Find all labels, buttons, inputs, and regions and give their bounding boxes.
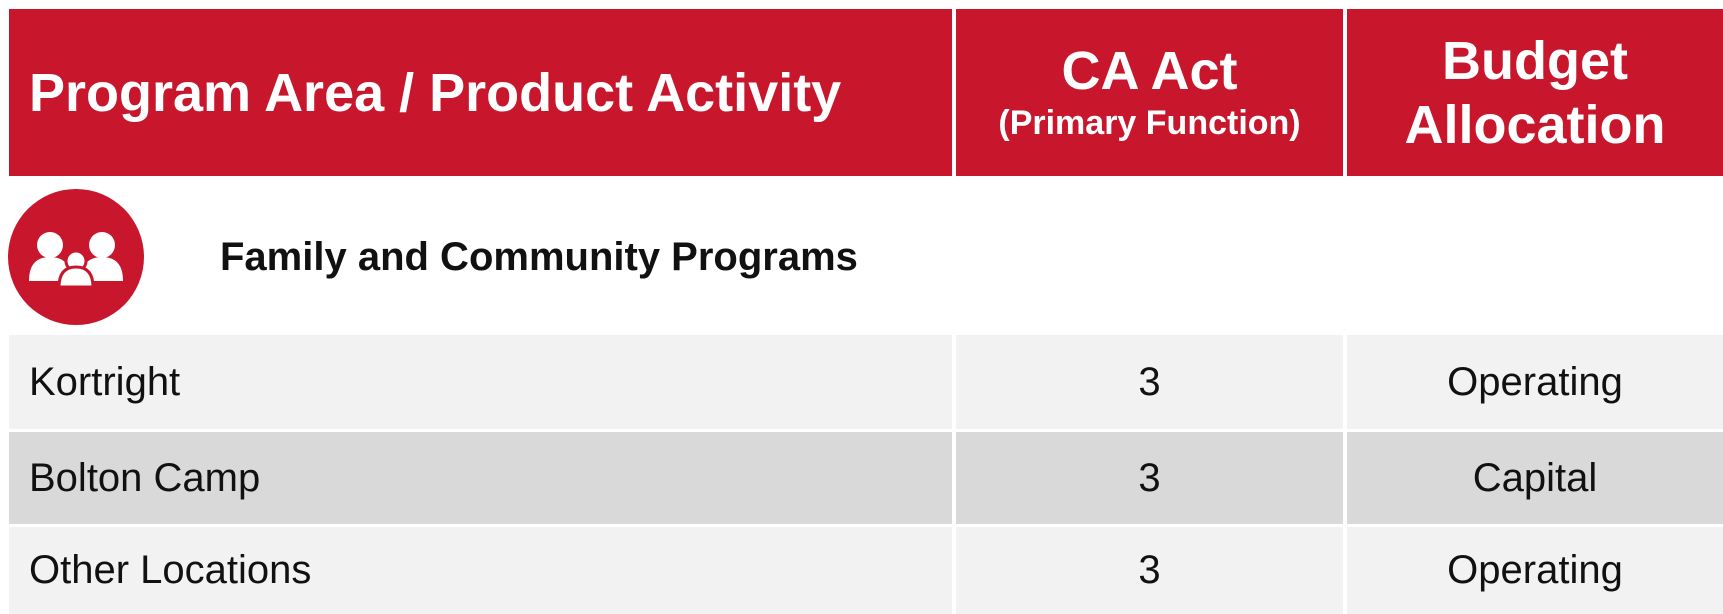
header-text: Budget Allocation — [1404, 30, 1666, 155]
table-cell: 3 — [956, 527, 1343, 614]
cell-text: Operating — [1447, 548, 1623, 592]
cell-text: 3 — [1138, 455, 1161, 500]
section-icon — [8, 189, 144, 325]
table-cell: Operating — [1347, 335, 1723, 429]
table-cell: Other Locations — [9, 527, 952, 614]
table-cell: Operating — [1347, 527, 1723, 614]
section-text: Family and Community Programs — [220, 235, 858, 279]
table-cell: Kortright — [9, 335, 952, 429]
table-cell: Bolton Camp — [9, 432, 952, 524]
cell-text: Capital — [1472, 455, 1598, 500]
header-text: CA Act — [1061, 40, 1238, 101]
header-cell: Budget Allocation — [1347, 9, 1723, 176]
section-title: Family and Community Programs — [220, 210, 858, 305]
cell-text: Operating — [1447, 359, 1623, 404]
header-subtext: (Primary Function) — [998, 103, 1301, 142]
cell-text: 3 — [1138, 359, 1161, 404]
header-cell: Program Area / Product Activity — [9, 9, 952, 176]
cell-text: Kortright — [29, 359, 181, 404]
header-cell: CA Act (Primary Function) — [956, 9, 1343, 176]
cell-text: Other Locations — [29, 548, 312, 592]
table-cell: 3 — [956, 432, 1343, 524]
cell-text: 3 — [1138, 548, 1161, 592]
table-cell: 3 — [956, 335, 1343, 429]
header-text: Program Area / Product Activity — [29, 62, 842, 123]
table-cell: Capital — [1347, 432, 1723, 524]
cell-text: Bolton Camp — [29, 455, 261, 500]
